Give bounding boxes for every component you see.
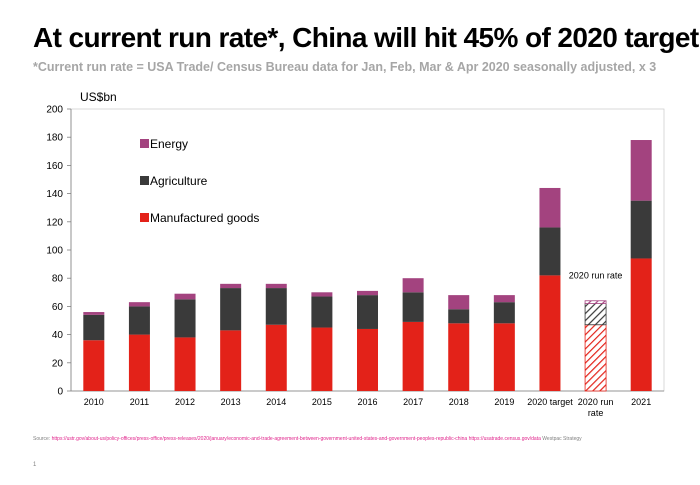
bar-segment — [630, 200, 652, 259]
legend-swatch — [140, 213, 149, 222]
bar-segment — [128, 306, 150, 335]
bar-segment — [357, 328, 378, 391]
bar-segment — [584, 303, 607, 326]
bar-segment — [128, 302, 150, 307]
y-tick-label: 40 — [52, 330, 64, 341]
x-tick-label: 2019 — [494, 397, 514, 407]
bar-segment — [265, 283, 287, 289]
source-author: Westpac Strategy — [542, 436, 582, 442]
bar-segment — [584, 324, 607, 392]
page-title: At current run rate*, China will hit 45%… — [33, 22, 699, 53]
bar-segment — [174, 299, 196, 338]
annotations: 2020 run rate — [569, 270, 623, 280]
bar-segment — [83, 340, 105, 391]
bar-segment — [539, 227, 561, 276]
source-footer: Source: https://ustr.gov/about-us/policy… — [33, 436, 582, 442]
bar-segment — [402, 292, 424, 322]
bar-segment — [493, 302, 515, 324]
x-tick-label: 2010 — [84, 397, 104, 407]
y-tick-label: 20 — [52, 358, 64, 369]
x-tick-label: 2021 — [631, 397, 651, 407]
legend-swatch — [140, 176, 149, 185]
bar-segment — [174, 337, 196, 391]
x-tick-label: 2016 — [357, 397, 377, 407]
y-tick-label: 200 — [46, 105, 63, 116]
x-tick-label: 2013 — [221, 397, 241, 407]
bar-segment — [220, 283, 242, 289]
y-tick-label: 180 — [46, 133, 63, 144]
page-subtitle: *Current run rate = USA Trade/ Census Bu… — [33, 60, 657, 74]
bar-segment — [311, 327, 333, 391]
x-tick-label: 2017 — [403, 397, 423, 407]
source-label: Source: — [33, 436, 51, 442]
bar-segment — [311, 296, 333, 328]
legend-swatch — [140, 139, 149, 148]
bar-segment — [83, 312, 105, 315]
y-tick-label: 140 — [46, 189, 63, 200]
bar-segment — [448, 295, 470, 310]
legend-label: Manufactured goods — [150, 211, 259, 225]
bar-segment — [402, 278, 424, 293]
bar-segment — [630, 258, 652, 391]
x-tick-label: 2011 — [130, 397, 149, 407]
x-tick-label: 2018 — [449, 397, 469, 407]
source-link-census[interactable]: https://usatrade.census.gov/data — [468, 436, 541, 442]
y-axis-label: US$bn — [80, 90, 117, 104]
y-tick-label: 160 — [46, 161, 63, 172]
page-number: 1 — [33, 462, 37, 468]
x-tick-label: 2015 — [312, 397, 332, 407]
legend-label: Energy — [150, 137, 188, 151]
bars — [83, 140, 652, 392]
bar-segment — [128, 334, 150, 391]
bar-segment — [357, 290, 378, 296]
bar-segment — [265, 324, 287, 391]
annotation-run-rate: 2020 run rate — [569, 270, 623, 280]
bar-segment — [493, 323, 515, 391]
bar-segment — [265, 288, 287, 325]
bar-segment — [539, 275, 561, 391]
x-tick-label: 2012 — [175, 397, 195, 407]
legend: Energy Agriculture Manufactured goods — [140, 137, 259, 225]
bar-segment — [220, 330, 242, 391]
bar-segment — [584, 300, 607, 304]
bar-segment — [83, 314, 105, 341]
y-tick-label: 0 — [57, 387, 63, 398]
bar-segment — [493, 295, 515, 303]
bar-segment — [174, 293, 196, 300]
bar-segment — [539, 187, 561, 228]
x-tick-label: 2020 target — [527, 397, 573, 407]
bar-segment — [402, 321, 424, 391]
y-tick-label: 100 — [46, 246, 63, 257]
x-tick-label: 2020 run rate — [578, 397, 614, 418]
x-axis: 2010 2011 2012 2013 2014 2015 2016 2017 2018 2019… — [71, 390, 664, 418]
bar-segment — [448, 309, 470, 324]
bar-segment — [357, 295, 378, 329]
y-tick-label: 80 — [52, 274, 64, 285]
bar-segment — [220, 288, 242, 331]
bar-segment — [448, 323, 470, 391]
bar-segment — [630, 140, 652, 201]
y-tick-label: 60 — [52, 302, 64, 313]
bar-segment — [311, 292, 333, 297]
legend-label: Agriculture — [150, 174, 208, 188]
source-link-ustr[interactable]: https://ustr.gov/about-us/policy-offices… — [51, 436, 468, 442]
y-tick-label: 120 — [46, 217, 63, 228]
x-tick-label: 2014 — [266, 397, 286, 407]
y-axis: 0 20 40 60 80 100 120 140 160 180 200 — [46, 105, 72, 398]
